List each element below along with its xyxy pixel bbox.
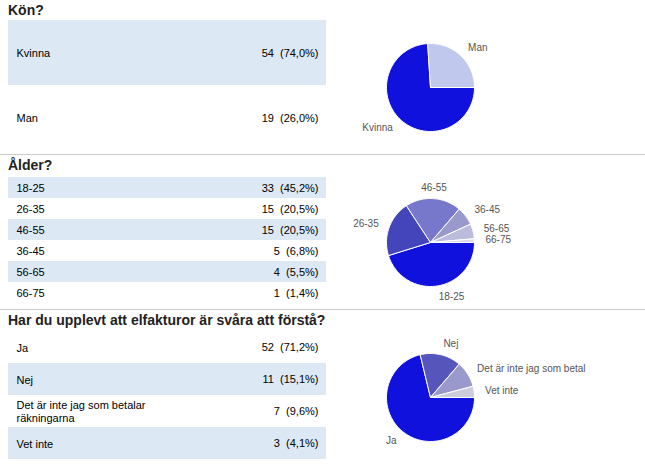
svg-text:66-75: 66-75 [17,287,45,299]
svg-text:Det är inte jag som betalarräk: Det är inte jag som betalarräkningarna [17,399,146,424]
svg-text:26-35: 26-35 [17,203,45,215]
svg-text:Kvinna: Kvinna [17,47,52,59]
svg-text:7 (9,6%): 7 (9,6%) [274,405,319,417]
svg-text:36-45: 36-45 [474,204,500,215]
svg-text:Nej: Nej [443,338,458,349]
html-text:Ålder?: Ålder? [8,157,53,173]
svg-text:1 (1,4%): 1 (1,4%) [274,287,319,299]
html-text:Kön?: Kön? [8,2,44,18]
svg-text:Ja: Ja [17,342,30,354]
svg-text:Man: Man [468,42,487,53]
svg-text:19 (26,0%): 19 (26,0%) [262,112,319,124]
svg-text:5 (6,8%): 5 (6,8%) [274,245,319,257]
svg-text:26-35: 26-35 [353,218,379,229]
svg-text:Ja: Ja [386,435,397,446]
svg-text:46-55: 46-55 [421,182,447,193]
svg-text:66-75: 66-75 [485,234,511,245]
svg-text:33 (45,2%): 33 (45,2%) [262,182,319,194]
html-text:Har du upplevt att elfakturor: Har du upplevt att elfakturor är svåra a… [8,312,326,328]
svg-text:54 (74,0%): 54 (74,0%) [262,47,319,59]
svg-text:Man: Man [17,112,38,124]
svg-text:Nej: Nej [17,374,34,386]
svg-text:18-25: 18-25 [439,291,465,302]
svg-text:18-25: 18-25 [17,182,45,194]
svg-text:15 (20,5%): 15 (20,5%) [262,203,319,215]
svg-text:Vet inte: Vet inte [17,438,54,450]
svg-text:Det är inte jag som betal: Det är inte jag som betal [477,363,585,374]
svg-text:56-65: 56-65 [17,266,45,278]
svg-text:3 (4,1%): 3 (4,1%) [274,437,319,449]
svg-text:11 (15,1%): 11 (15,1%) [262,373,318,385]
svg-text:4 (5,5%): 4 (5,5%) [274,266,319,278]
svg-text:46-55: 46-55 [17,224,45,236]
svg-text:52 (71,2%): 52 (71,2%) [262,341,319,353]
svg-text:15 (20,5%): 15 (20,5%) [262,224,319,236]
svg-text:36-45: 36-45 [17,245,45,257]
svg-text:Kvinna: Kvinna [362,122,393,133]
svg-text:56-65: 56-65 [484,223,510,234]
svg-text:Vet inte: Vet inte [485,385,519,396]
